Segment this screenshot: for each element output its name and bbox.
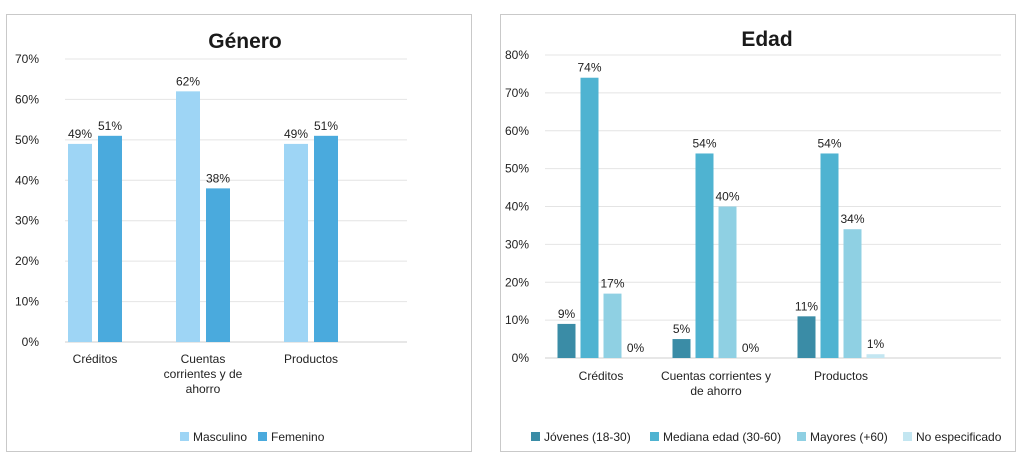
edad-legend-swatch [650,432,659,441]
edad-data-label: 0% [742,341,760,355]
genero-y-tick: 0% [22,335,40,349]
edad-legend-label: Mediana edad (30-60) [663,430,781,444]
edad-legend-label: No especificado [916,430,1002,444]
edad-data-label: 9% [558,307,576,321]
genero-legend-swatch [180,432,189,441]
edad-y-tick: 30% [505,237,529,251]
genero-y-tick: 60% [15,92,39,106]
edad-category-label: Cuentas corrientes y de ahorro [661,369,771,398]
edad-legend-label: Mayores (+60) [810,430,888,444]
genero-bar-masculino [284,143,308,342]
edad-y-tick: 20% [505,275,529,289]
edad-data-label: 74% [577,61,601,75]
edad-y-tick: 50% [505,162,529,176]
edad-bar-mayores-60 [843,229,862,358]
genero-category-label: Productos [284,352,338,366]
edad-legend-swatch [797,432,806,441]
genero-title: Género [208,30,282,53]
genero-data-label: 38% [206,171,230,185]
edad-data-label: 54% [692,136,716,150]
genero-y-tick: 20% [15,254,39,268]
edad-bar-jovenes-18-30 [557,323,576,358]
edad-data-label: 54% [817,136,841,150]
genero-y-tick: 40% [15,173,39,187]
edad-data-label: 17% [600,277,624,291]
edad-legend-swatch [531,432,540,441]
genero-legend-swatch [258,432,267,441]
edad-bar-mediana-edad-30-60 [695,153,714,358]
edad-bar-mayores-60 [718,206,737,358]
edad-title: Edad [741,28,792,51]
edad-y-tick: 0% [512,351,530,365]
edad-bar-no-especificado [866,354,885,358]
edad-data-label: 5% [673,322,691,336]
genero-y-tick: 70% [15,52,39,66]
genero-data-label: 49% [284,127,308,141]
edad-bar-jovenes-18-30 [797,316,816,358]
edad-data-label: 1% [867,337,885,351]
edad-chart: Edad 0% 10% 20% 30% 40% 50% 60% 70% 80% 9% 74% 17% 0%… [505,28,1002,444]
genero-bar-masculino [176,91,200,342]
edad-category-label: Créditos [579,369,624,383]
edad-chart-panel: Edad 0% 10% 20% 30% 40% 50% 60% 70% 80% 9% 74% 17% 0%… [500,14,1016,452]
genero-category-label: Cuentas corrientes y de ahorro [164,352,243,396]
genero-data-label: 62% [176,74,200,88]
genero-bar-masculino [68,143,92,342]
genero-legend-label: Masculino [193,430,247,444]
edad-data-label: 0% [627,341,645,355]
edad-legend-swatch [903,432,912,441]
genero-chart: Género 0% 10% 20% 30% 40% 50% 60% 70% 49% 51% Crédi… [15,30,407,444]
edad-bar-jovenes-18-30 [672,339,691,358]
edad-bar-mediana-edad-30-60 [820,153,839,358]
genero-bar-femenino [314,135,338,342]
genero-category-label: Créditos [73,352,118,366]
genero-legend-label: Femenino [271,430,325,444]
genero-y-tick: 30% [15,214,39,228]
genero-chart-panel: Género 0% 10% 20% 30% 40% 50% 60% 70% 49% 51% Crédi… [6,14,472,452]
edad-legend-label: Jóvenes (18-30) [544,430,631,444]
edad-y-tick: 40% [505,200,529,214]
genero-y-tick: 50% [15,133,39,147]
edad-y-tick: 60% [505,124,529,138]
edad-data-label: 11% [795,299,818,313]
genero-data-label: 51% [98,119,122,133]
genero-bar-femenino [206,188,230,342]
genero-bar-femenino [98,135,122,342]
edad-y-tick: 10% [505,313,529,327]
genero-data-label: 51% [314,119,338,133]
genero-y-tick: 10% [15,295,39,309]
edad-category-label: Productos [814,369,868,383]
edad-bar-mayores-60 [603,293,622,358]
edad-data-label: 34% [840,212,864,226]
edad-y-tick: 70% [505,86,529,100]
edad-data-label: 40% [715,190,739,204]
edad-y-tick: 80% [505,48,529,62]
genero-data-label: 49% [68,127,92,141]
edad-bar-mediana-edad-30-60 [580,77,599,358]
